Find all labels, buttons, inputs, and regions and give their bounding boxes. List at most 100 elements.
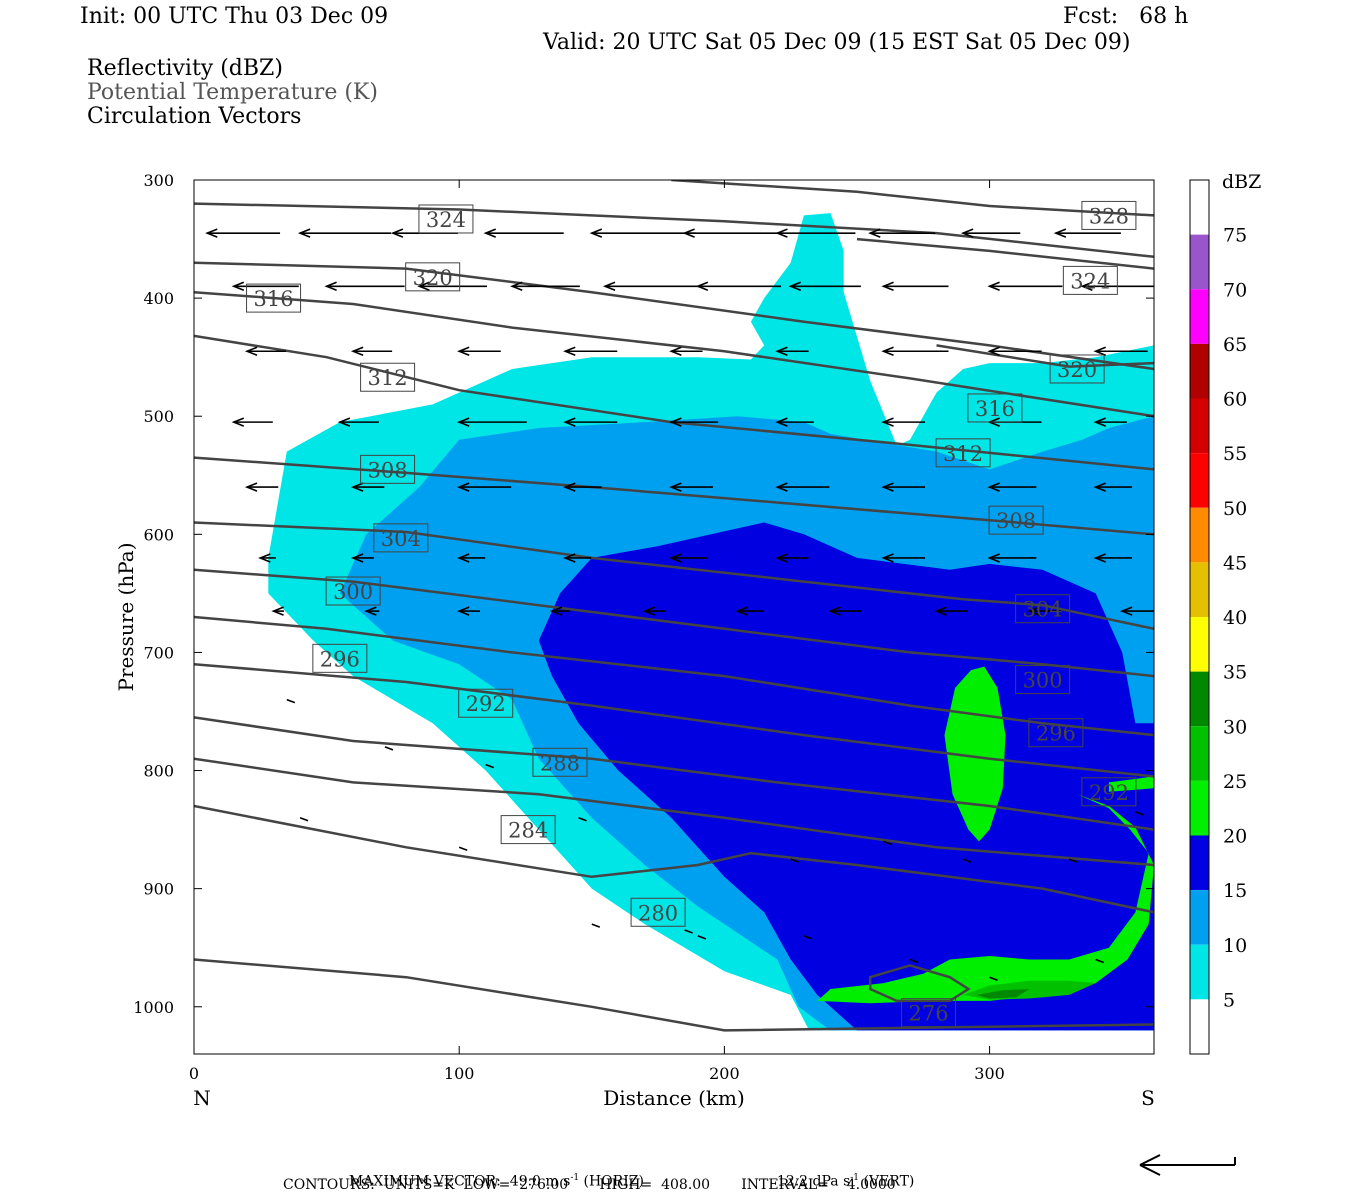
small-vector-icon [989,976,998,981]
y-tick-label: 1000 [133,998,174,1017]
vector-arrow-icon [563,553,592,563]
field-potential-temperature: Potential Temperature (K) [87,80,378,105]
vector-arrow-icon [987,553,1037,563]
forecast-hour: Fcst: 68 h [1063,4,1189,29]
vector-arrow-icon [364,606,380,616]
theta-label-box-320 [1049,354,1105,384]
vector-arrow-icon [775,417,814,427]
vector-arrow-icon [987,346,1042,356]
theta-label-316: 316 [254,287,294,311]
vector-arrow-icon [735,606,764,616]
colorbar-swatch [1190,835,1209,891]
colorbar-title: dBZ [1222,171,1261,193]
vector-arrow-icon [205,228,281,238]
colorbar-swatch [1190,507,1209,563]
small-vector-icon [1095,958,1104,964]
colorbar-level-label: 65 [1223,334,1247,356]
theta-label-296: 296 [320,647,360,671]
theta-label-292: 292 [466,692,506,716]
reflectivity-region-20dbz-3 [944,666,1006,842]
colorbar-swatch [1190,617,1209,672]
vector-arrow-icon [788,281,861,292]
theta-label-box-300 [1015,665,1071,695]
theta-contour-320b [936,344,1154,368]
colorbar-swatch [1190,890,1209,945]
field-circulation-vectors: Circulation Vectors [87,104,302,129]
vector-arrow-icon [563,417,618,427]
vector-arrow-icon [483,228,564,238]
small-vector-icon [684,929,693,934]
theta-label-box-316 [967,393,1023,423]
colorbar-swatch [1190,180,1209,235]
vector-arrow-icon [457,417,527,427]
theta-label-300: 300 [333,580,373,604]
small-vector-icon [790,858,799,863]
vector-arrow-icon [589,228,696,238]
theta-label-box-320 [405,262,461,292]
vector-arrow-icon [271,606,284,616]
vector-arrow-icon [231,281,299,292]
axes: 300 400 500 600 700 800 900 1000 0 100 200 300 [133,171,1154,1083]
small-vector-icon [803,935,813,940]
colorbar-frame [1189,179,1210,1055]
theta-label-324: 324 [1070,269,1110,293]
theta-contour-308 [194,456,1154,536]
theta-label-304: 304 [1023,598,1063,622]
colorbar-level-label: 5 [1223,989,1235,1011]
vector-arrow-icon [258,553,276,563]
x-right-end-label: S [1141,1086,1155,1110]
y-tick-label: 500 [143,407,174,426]
colorbar-level-label: 45 [1223,552,1247,574]
theta-label-308: 308 [368,458,408,482]
x-left-end-label: N [193,1086,211,1110]
colorbar-swatch [1190,398,1209,454]
theta-label-312: 312 [943,442,983,466]
x-tick-label: 200 [709,1064,740,1083]
theta-label-288: 288 [540,751,580,775]
vector-arrow-icon [231,417,273,427]
contour-info-line: CONTOURS: UNITS=K LOW= 276.00 HIGH= 408.… [283,1177,896,1193]
y-axis-label: Pressure (hPa) [114,543,138,692]
theta-contour-320 [194,261,1154,371]
vector-arrow-icon [350,553,374,563]
max-vector-vert: 12.2 dPa s-1 (VERT) [768,1157,914,1190]
colorbar-level-label: 75 [1223,225,1247,247]
theta-label-324: 324 [426,208,466,232]
small-vector-icon [1135,811,1144,816]
vector-arrow-icon [775,553,809,563]
small-vector-icon [909,958,919,964]
vector-arrow-icon [682,228,784,238]
theta-label-box-300 [325,576,381,606]
colorbar-swatch [1190,343,1209,399]
units-exponent: -1 [570,1173,580,1183]
max-vector-arrow-icon [1139,1154,1236,1176]
colorbar-level-label: 60 [1223,389,1247,411]
valid-time: Valid: 20 UTC Sat 05 Dec 09 (15 EST Sat … [543,30,1131,55]
theta-label-316: 316 [975,397,1015,421]
vert-label: (VERT) [859,1173,915,1190]
horiz-label: (HORIZ) [579,1173,644,1190]
colorbar-swatch [1190,780,1209,836]
vector-arrow-icon [775,482,830,492]
theta-label-296: 296 [1036,722,1076,746]
colorbar-swatch [1190,671,1209,727]
small-vector-icon [299,817,309,822]
vector-arrow-icon [510,281,580,292]
theta-label-box-296 [1028,718,1084,748]
small-vector-icon [962,858,972,863]
colorbar-swatch [1190,453,1209,508]
theta-label-box-292 [1081,777,1137,807]
theta-label-box-308 [988,505,1044,535]
vector-arrow-icon [324,281,405,292]
vector-arrow-icon [775,228,856,238]
vector-arrow-icon [457,553,486,563]
vector-arrow-icon [881,281,949,292]
vector-arrow-icon [1027,606,1061,616]
theta-labels: 328 324 324 320 320 316 316 312 312 308 308 304 304 3… [246,200,1137,1028]
theta-contour-312 [194,334,1154,471]
theta-label-box-280 [630,897,686,927]
vector-arrow-icon [669,553,708,563]
theta-label-box-308 [360,454,416,484]
vector-arrow-icon [457,606,480,616]
small-vector-icon [384,746,394,751]
